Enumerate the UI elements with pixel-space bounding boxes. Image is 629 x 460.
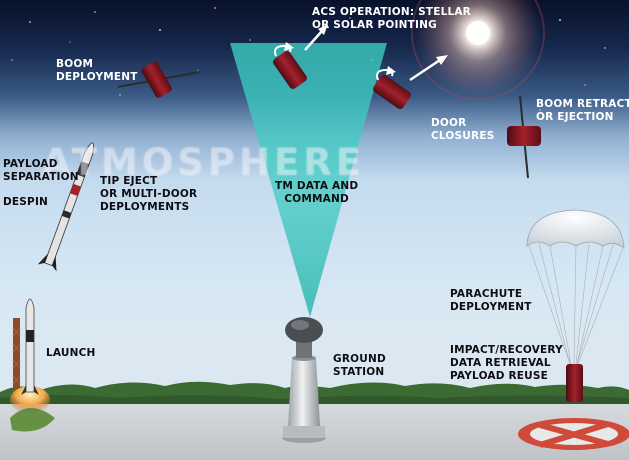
label-line: OR SOLAR POINTING xyxy=(312,19,437,31)
label-boom-retraction: BOOM RETRACTION OR EJECTION xyxy=(536,98,629,124)
label-line: DESPIN xyxy=(3,196,49,208)
label-line: PAYLOAD xyxy=(3,158,58,170)
parachute xyxy=(526,209,625,402)
label-line: DEPLOYMENT xyxy=(56,71,138,83)
label-line: ACS OPERATION: STELLAR xyxy=(312,6,471,18)
ground-station xyxy=(282,317,326,443)
label-line: SEPARATION xyxy=(3,171,79,183)
launch-rocket xyxy=(10,298,55,432)
label-tip-eject: TIP EJECT OR MULTI-DOOR DEPLOYMENTS xyxy=(100,175,197,214)
label-boom-deployment: BOOM DEPLOYMENT xyxy=(56,58,138,84)
ascending-rocket xyxy=(37,142,94,272)
payload-pointing-1 xyxy=(273,24,328,89)
label-line: IMPACT/RECOVERY xyxy=(450,344,563,356)
label-line: OR MULTI-DOOR xyxy=(100,188,198,200)
label-line: PAYLOAD REUSE xyxy=(450,370,549,382)
payload-boom-deployment xyxy=(117,61,200,98)
payload-pointing-2 xyxy=(373,55,448,109)
label-launch: LAUNCH xyxy=(46,347,96,360)
label-line: DEPLOYMENTS xyxy=(100,201,190,213)
label-line: TM DATA AND xyxy=(275,180,359,192)
label-impact-recovery: IMPACT/RECOVERY DATA RETRIEVAL PAYLOAD R… xyxy=(450,344,563,383)
label-acs-operation: ACS OPERATION: STELLAR OR SOLAR POINTING xyxy=(312,6,471,32)
label-line: OR EJECTION xyxy=(536,111,614,123)
label-line: GROUND xyxy=(333,353,386,365)
label-door-closures: DOOR CLOSURES xyxy=(431,117,494,143)
label-tm-data: TM DATA AND COMMAND xyxy=(275,180,358,206)
label-line: COMMAND xyxy=(284,193,349,205)
label-line: BOOM RETRACTION xyxy=(536,98,629,110)
launch-tower xyxy=(12,318,21,394)
label-line: CLOSURES xyxy=(431,130,495,142)
label-line: DEPLOYMENT xyxy=(450,301,532,313)
label-line: DOOR xyxy=(431,117,467,129)
payload-boom-retraction xyxy=(507,95,541,179)
label-line: DATA RETRIEVAL xyxy=(450,357,551,369)
label-line: LAUNCH xyxy=(46,347,96,359)
landing-target xyxy=(518,418,629,450)
label-line: PARACHUTE xyxy=(450,288,523,300)
label-despin: DESPIN xyxy=(3,196,48,209)
label-parachute: PARACHUTE DEPLOYMENT xyxy=(450,288,532,314)
atmosphere-watermark: ATMOSPHERE xyxy=(42,141,366,184)
label-line: TIP EJECT xyxy=(100,175,158,187)
label-line: STATION xyxy=(333,366,385,378)
tm-beam xyxy=(230,43,387,317)
sun xyxy=(411,0,545,100)
label-line: BOOM xyxy=(56,58,94,70)
label-payload-separation: PAYLOAD SEPARATION xyxy=(3,158,79,184)
label-ground-station: GROUND STATION xyxy=(333,353,386,379)
